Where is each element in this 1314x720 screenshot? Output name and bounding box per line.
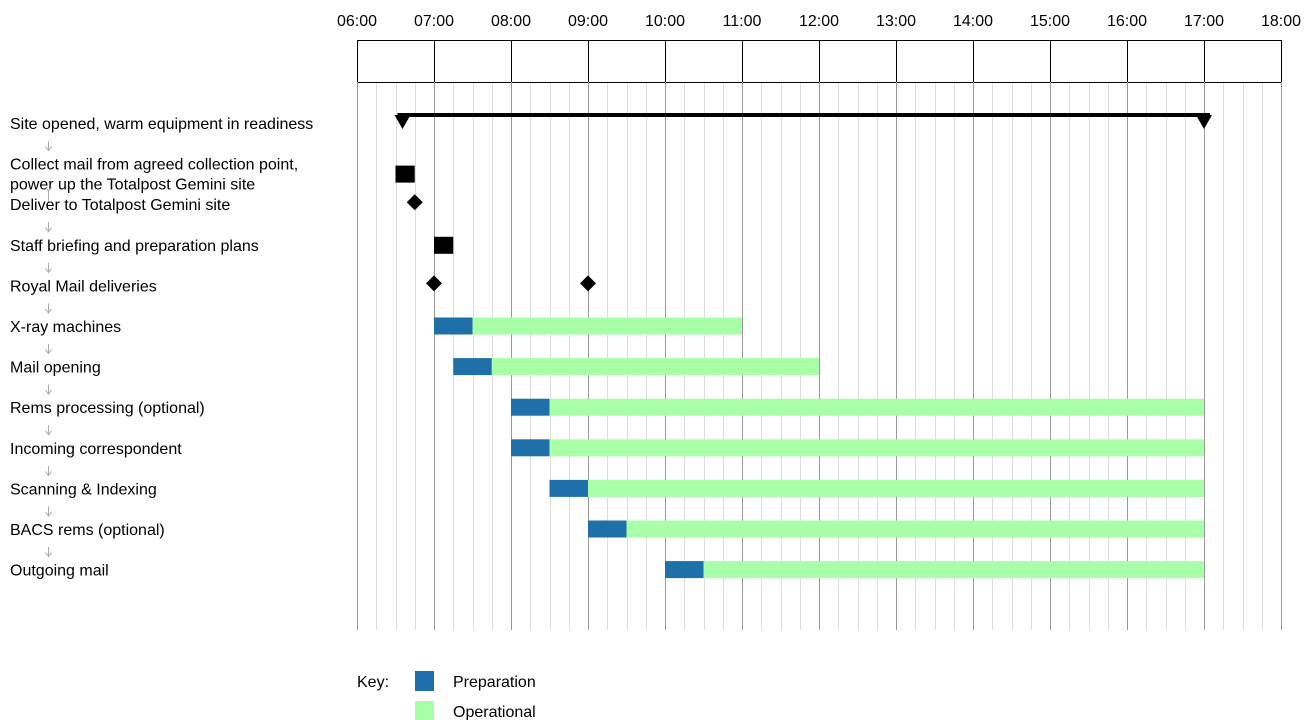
task-label: Deliver to Totalpost Gemini site — [10, 197, 230, 214]
flow-arrowhead — [45, 430, 52, 436]
legend-title: Key: — [357, 674, 389, 691]
milestone-diamond — [406, 194, 423, 211]
task-block — [395, 165, 415, 183]
flow-arrowhead — [45, 511, 52, 517]
task-label: BACS rems (optional) — [10, 522, 165, 539]
hour-tick-label: 16:00 — [1107, 13, 1147, 30]
operational-bar — [703, 561, 1204, 579]
span-end-marker — [394, 115, 411, 129]
operational-bar — [549, 398, 1204, 416]
hour-tick-label: 08:00 — [491, 13, 531, 30]
preparation-bar — [549, 479, 588, 497]
task-label: Mail opening — [10, 360, 101, 377]
milestone-diamond — [580, 275, 596, 292]
hour-tick-label: 12:00 — [799, 13, 839, 30]
operational-bar — [626, 520, 1204, 538]
flow-arrowhead — [45, 227, 52, 233]
task-label: Outgoing mail — [10, 563, 109, 580]
task-label: Staff briefing and preparation plans — [10, 238, 259, 255]
hour-tick-label: 06:00 — [337, 13, 377, 30]
legend-label: Operational — [453, 704, 536, 720]
preparation-bar — [511, 439, 550, 457]
hour-tick-label: 13:00 — [876, 13, 916, 30]
preparation-bar — [665, 561, 704, 579]
flow-arrowhead — [45, 308, 52, 314]
task-label: Rems processing (optional) — [10, 400, 205, 417]
task-label: Incoming correspondent — [10, 441, 182, 458]
hour-tick-label: 07:00 — [414, 13, 454, 30]
hour-tick-label: 10:00 — [645, 13, 685, 30]
flow-arrowhead — [45, 552, 52, 558]
preparation-bar — [588, 520, 627, 538]
task-block — [434, 236, 454, 254]
hour-tick-label: 15:00 — [1030, 13, 1070, 30]
task-label: Scanning & Indexing — [10, 481, 157, 498]
flow-arrowhead — [45, 389, 52, 396]
task-label: X-ray machines — [10, 319, 121, 336]
preparation-bar — [434, 317, 473, 335]
legend-swatch — [415, 671, 434, 691]
operational-bar — [491, 358, 819, 376]
task-label: Collect mail from agreed collection poin… — [10, 157, 298, 194]
hour-tick-label: 11:00 — [723, 13, 762, 30]
preparation-bar — [511, 398, 550, 416]
flow-arrowhead — [45, 471, 52, 477]
flow-arrowhead — [45, 349, 52, 355]
task-label: Site opened, warm equipment in readiness — [10, 116, 313, 133]
operational-bar — [588, 479, 1204, 497]
flow-arrowhead — [45, 146, 52, 152]
hour-tick-label: 09:00 — [568, 13, 608, 30]
operational-bar — [549, 439, 1204, 457]
preparation-bar — [453, 358, 492, 376]
span-end-marker — [1196, 115, 1212, 129]
hour-tick-label: 18:00 — [1261, 13, 1301, 30]
task-label: Royal Mail deliveries — [10, 278, 157, 295]
operational-bar — [472, 317, 742, 335]
legend-label: Preparation — [453, 674, 536, 691]
flow-arrowhead — [45, 186, 52, 193]
hour-tick-label: 14:00 — [953, 13, 993, 30]
flow-arrowhead — [45, 268, 52, 274]
hour-tick-label: 17:00 — [1184, 13, 1224, 30]
legend-swatch — [415, 701, 434, 720]
milestone-diamond — [426, 275, 442, 292]
